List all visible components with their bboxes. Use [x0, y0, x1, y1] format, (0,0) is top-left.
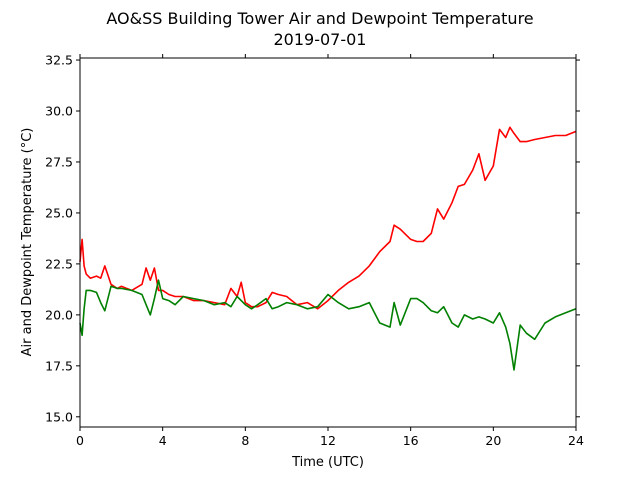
y-tick-label: 30.0 [45, 104, 73, 119]
air-temperature-line [79, 126, 577, 310]
y-tick-label: 17.5 [45, 358, 73, 373]
y-tick-label: 25.0 [45, 205, 73, 220]
y-tick-label: 27.5 [45, 154, 73, 169]
x-tick-label: 20 [485, 433, 501, 448]
y-tick-label: 22.5 [45, 256, 73, 271]
chart-title: AO&SS Building Tower Air and Dewpoint Te… [106, 9, 533, 28]
x-tick-label: 4 [159, 433, 167, 448]
y-axis-label: Air and Dewpoint Temperature (°C) [20, 128, 35, 357]
x-tick-label: 16 [403, 433, 419, 448]
y-tick-label: 15.0 [45, 409, 73, 424]
x-tick-label: 0 [76, 433, 84, 448]
x-tick-label: 12 [320, 433, 336, 448]
plot-frame [79, 57, 577, 428]
y-tick-label: 32.5 [45, 53, 73, 68]
series-layer [79, 126, 577, 371]
ticks-layer: 0 4 8 12 16 20 24 15.0 17.5 20.0 22.5 25.0 27.5 30.0 3… [45, 53, 584, 448]
chart-subtitle: 2019-07-01 [274, 30, 367, 49]
x-tick-label: 8 [241, 433, 249, 448]
x-axis-label: Time (UTC) [291, 455, 364, 470]
y-tick-label: 20.0 [45, 307, 73, 322]
x-tick-label: 24 [568, 433, 584, 448]
dewpoint-temperature-line [79, 279, 577, 371]
